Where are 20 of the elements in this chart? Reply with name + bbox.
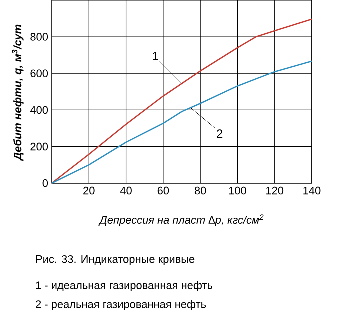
y-tick-label: 800	[30, 32, 48, 41]
annotation: 1	[153, 52, 158, 60]
y-tick-label: 400	[30, 106, 48, 114]
annotation: 2	[217, 129, 223, 138]
x-tick-label: 100	[229, 186, 246, 194]
y-axis-title: Дебит нефти, q, м$^{3}$/сут	[12, 24, 24, 161]
text: 2 - реальная газированная нефть	[36, 300, 206, 310]
x-tick-label: 140	[304, 186, 321, 194]
y-tick-label: 0	[42, 179, 48, 188]
x-tick-label: 60	[158, 186, 170, 194]
y-tick-label: 200	[30, 142, 48, 150]
y-tick-label: 600	[30, 70, 48, 78]
line-series	[51, 60, 313, 184]
text: Рис. 33. Индикаторные кривые	[36, 255, 195, 266]
x-tick-label: 20	[84, 186, 95, 194]
text: 1 - идеальная газированная нефть	[36, 281, 212, 292]
x-tick-label: 40	[120, 186, 132, 194]
x-tick-label: 80	[194, 186, 206, 194]
x-tick-label: 120	[266, 186, 284, 194]
x-axis-title: Депрессия на пласт ∆p, кгс/см$^{2}$	[98, 214, 264, 226]
